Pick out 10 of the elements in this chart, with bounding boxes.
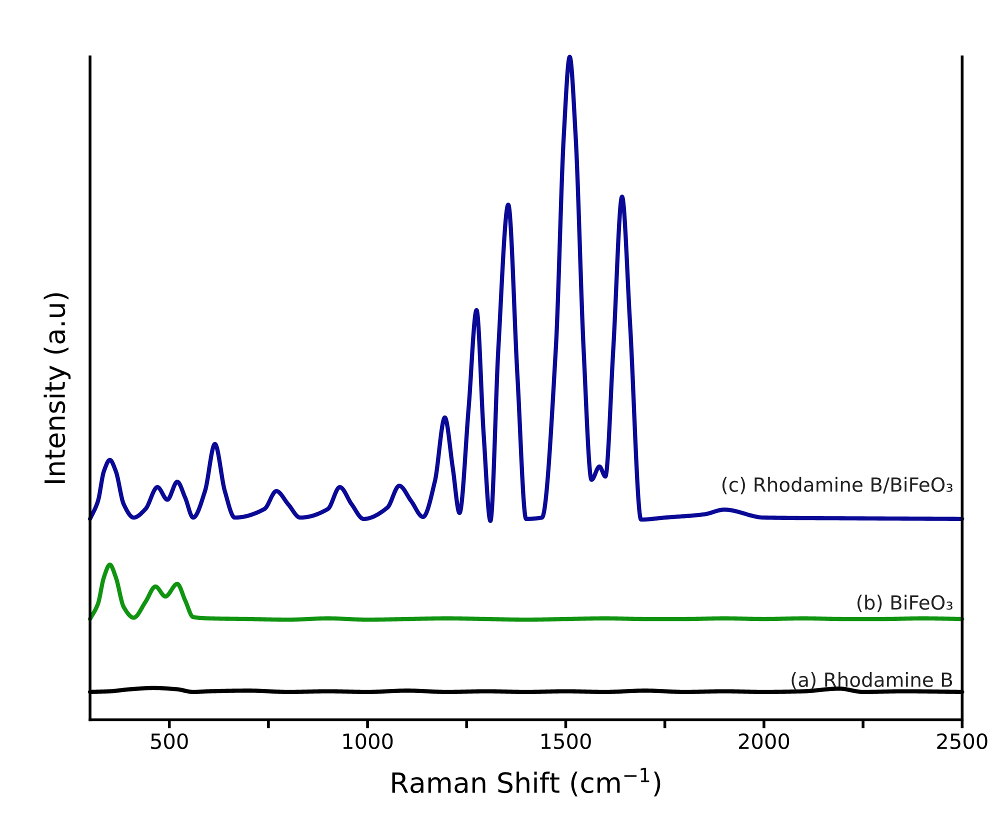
x-tick-label: 500 — [151, 733, 188, 750]
series-label: (a) Rhodamine B — [792, 672, 952, 690]
series-label: (c) Rhodamine B/BiFeO₃ — [722, 476, 952, 494]
x-tick-label: 1000 — [343, 733, 393, 750]
x-tick-label: 1500 — [542, 733, 591, 750]
y-axis-title: Intensity (a.u) — [44, 293, 71, 484]
x-axis-title: Raman Shift (cm$^{−1}$) — [392, 768, 660, 796]
series-label: (b) BiFeO₃ — [857, 594, 952, 612]
x-tick-label: 2000 — [738, 733, 790, 750]
x-tick-label: 2500 — [937, 733, 988, 750]
